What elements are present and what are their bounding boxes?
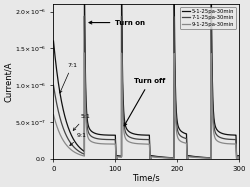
5-1-25pa-30min: [170, 157, 173, 159]
9-1-25pa-30min: [170, 157, 173, 159]
Text: 7:1: 7:1: [60, 63, 77, 93]
9-1-25pa-30min: [52, 114, 55, 116]
Y-axis label: Current/A: Current/A: [4, 61, 13, 102]
Line: 9-1-25pa-30min: 9-1-25pa-30min: [54, 53, 239, 159]
7-1-25pa-30min: [237, 155, 240, 157]
5-1-25pa-30min: [213, 123, 216, 125]
9-1-25pa-30min: [218, 141, 222, 143]
9-1-25pa-30min: [136, 142, 138, 145]
5-1-25pa-30min: [52, 40, 55, 42]
9-1-25pa-30min: [237, 156, 240, 158]
Line: 5-1-25pa-30min: 5-1-25pa-30min: [54, 0, 239, 159]
5-1-25pa-30min: [238, 158, 240, 160]
9-1-25pa-30min: [114, 158, 117, 160]
7-1-25pa-30min: [83, 15, 86, 17]
7-1-25pa-30min: [136, 138, 138, 140]
9-1-25pa-30min: [213, 136, 216, 138]
7-1-25pa-30min: [238, 158, 240, 160]
9-1-25pa-30min: [235, 157, 238, 159]
Text: Turn on: Turn on: [89, 20, 145, 26]
5-1-25pa-30min: [218, 131, 222, 134]
Text: 9:1: 9:1: [70, 133, 87, 145]
X-axis label: Time/s: Time/s: [132, 174, 160, 183]
5-1-25pa-30min: [237, 155, 240, 157]
7-1-25pa-30min: [218, 136, 222, 138]
Legend: 5-1-25pa-30min, 7-1-25pa-30min, 9-1-25pa-30min: 5-1-25pa-30min, 7-1-25pa-30min, 9-1-25pa…: [180, 7, 236, 29]
7-1-25pa-30min: [170, 157, 173, 159]
5-1-25pa-30min: [235, 156, 238, 158]
9-1-25pa-30min: [238, 158, 240, 160]
Line: 7-1-25pa-30min: 7-1-25pa-30min: [54, 16, 239, 159]
7-1-25pa-30min: [52, 84, 55, 86]
Text: 5:1: 5:1: [73, 114, 90, 130]
7-1-25pa-30min: [213, 130, 216, 132]
7-1-25pa-30min: [235, 156, 238, 158]
Text: Turn off: Turn off: [124, 79, 165, 126]
5-1-25pa-30min: [136, 133, 138, 136]
7-1-25pa-30min: [114, 158, 117, 160]
9-1-25pa-30min: [83, 52, 86, 54]
5-1-25pa-30min: [114, 158, 117, 160]
